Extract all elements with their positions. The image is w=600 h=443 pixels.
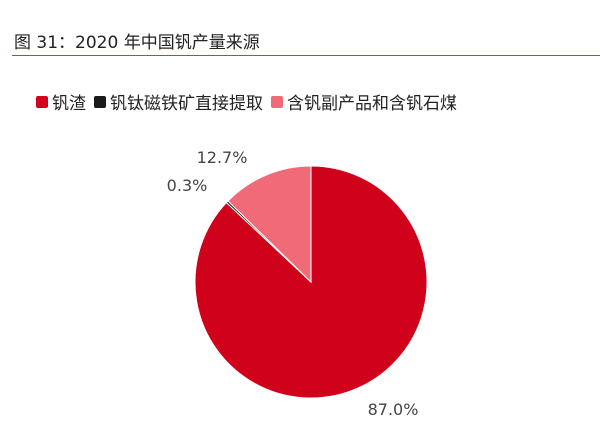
title-divider (12, 55, 600, 56)
legend-item-vanadium-slag: 钒渣 (36, 89, 86, 114)
legend-label-byproduct-stone-coal: 含钒副产品和含钒石煤 (287, 94, 457, 114)
legend-swatch-byproduct-stone-coal (271, 95, 283, 108)
legend-item-byproduct-stone-coal: 含钒副产品和含钒石煤 (271, 89, 457, 114)
data-label-direct-extraction: 0.3% (167, 176, 208, 195)
legend-label-direct-extraction: 钒钛磁铁矿直接提取 (110, 94, 263, 114)
legend-item-direct-extraction: 钒钛磁铁矿直接提取 (94, 89, 263, 114)
pie-data-labels: 87.0% 0.3% 12.7% (167, 148, 419, 419)
data-label-byproduct-stone-coal: 12.7% (197, 148, 248, 167)
figure-title: 图 31：2020 年中国钒产量来源 (14, 33, 260, 53)
chart-legend: 钒渣 钒钛磁铁矿直接提取 含钒副产品和含钒石煤 (36, 89, 465, 114)
legend-swatch-vanadium-slag (36, 95, 48, 108)
data-label-vanadium-slag: 87.0% (368, 400, 419, 419)
legend-swatch-direct-extraction (94, 95, 106, 108)
pie-slices (194, 165, 428, 399)
legend-label-vanadium-slag: 钒渣 (52, 94, 86, 114)
pie-slice-byproduct-stone-coal (227, 165, 312, 284)
